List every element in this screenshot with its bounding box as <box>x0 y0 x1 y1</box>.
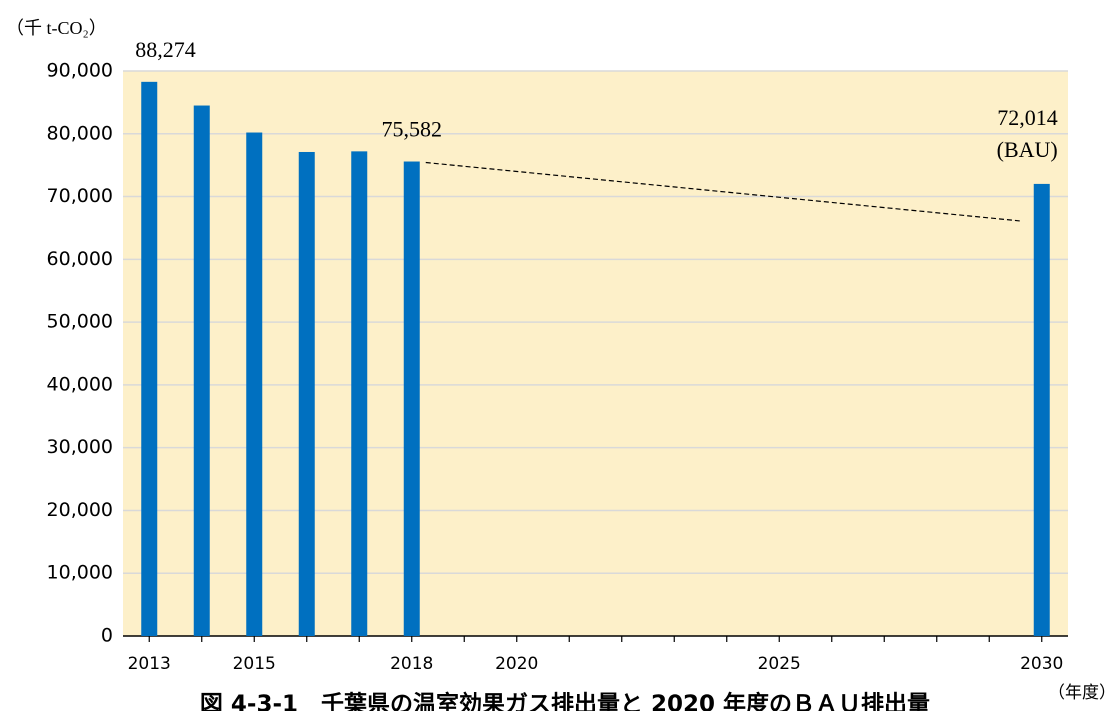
bar <box>141 81 158 636</box>
y-tick-label: 50,000 <box>47 311 113 333</box>
y-tick-label: 0 <box>101 625 113 647</box>
y-tick-label: 10,000 <box>47 562 113 584</box>
bar <box>298 151 315 636</box>
x-tick-label: 2020 <box>495 654 538 674</box>
value-label: 75,582 <box>382 117 443 142</box>
annotation: (BAU) <box>997 137 1058 162</box>
x-tick-label: 2013 <box>128 654 171 674</box>
y-tick-label: 60,000 <box>47 248 113 270</box>
y-tick-label: 40,000 <box>47 373 113 395</box>
bar <box>246 132 263 636</box>
chart-title: 図 4-3-1 千葉県の温室効果ガス排出量と 2020 年度のＢＡＵ排出量 <box>200 691 930 711</box>
y-tick-label: 20,000 <box>47 499 113 521</box>
x-tick-label: 2025 <box>758 654 801 674</box>
bar <box>351 151 368 636</box>
bar <box>193 105 210 637</box>
y-tick-label: 90,000 <box>47 60 113 82</box>
x-tick-label: 2015 <box>233 654 276 674</box>
bar <box>403 161 420 636</box>
y-unit-label: （千 t-CO₂） <box>6 18 107 38</box>
x-unit-label: （年度） <box>1048 683 1110 702</box>
y-tick-label: 30,000 <box>47 436 113 458</box>
trend-line <box>425 161 1020 222</box>
x-tick-label: 2018 <box>390 654 433 674</box>
y-tick-label: 80,000 <box>47 122 113 144</box>
value-label: 88,274 <box>135 37 196 62</box>
y-tick-label: 70,000 <box>47 185 113 207</box>
bar <box>1033 183 1050 636</box>
plot-area <box>123 71 1068 636</box>
x-tick-label: 2030 <box>1020 654 1063 674</box>
value-label: 72,014 <box>997 105 1058 130</box>
